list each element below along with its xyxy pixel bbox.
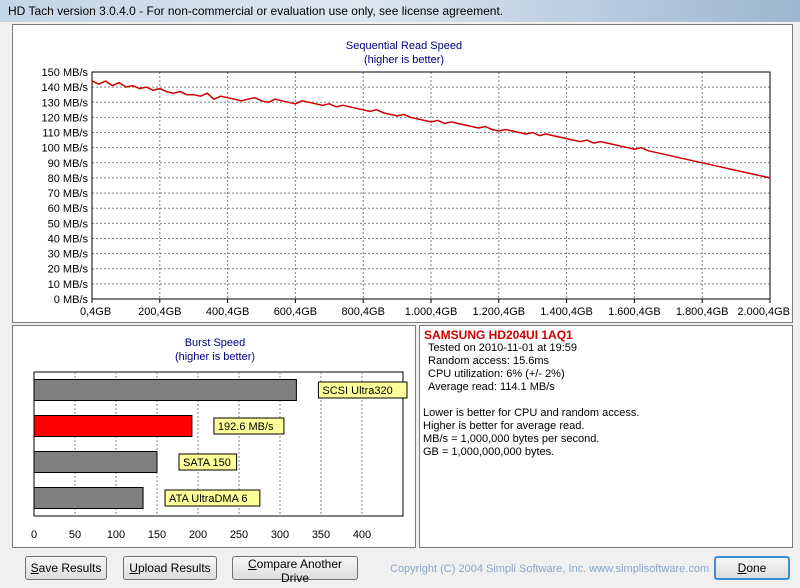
note-gb: GB = 1,000,000,000 bytes.: [423, 446, 555, 458]
done-label: one: [746, 561, 767, 575]
burst-label-text: 192.6 MB/s: [218, 421, 274, 433]
burst-speed-chart: Burst Speed (higher is better) SCSI Ultr…: [31, 337, 408, 541]
copyright-text: Copyright (C) 2004 Simpli Software, Inc.…: [390, 563, 710, 575]
burst-label-box: [164, 489, 261, 507]
note-average-read: Higher is better for average read.: [423, 420, 585, 432]
burst-x-tick-label: 200: [189, 529, 207, 541]
burst-speed-panel: Burst Speed (higher is better) SCSI Ultr…: [12, 325, 416, 548]
sequential-y-tick-label: 70 MB/s: [48, 188, 89, 200]
sequential-y-tick-label: 140 MB/s: [42, 82, 89, 94]
note-cpu: Lower is better for CPU and random acces…: [423, 407, 640, 419]
sequential-x-tick-label: 1.800,4GB: [676, 306, 729, 318]
sequential-chart-subtitle: (higher is better): [364, 54, 444, 66]
compare-label: ompare Another Drive: [256, 557, 343, 585]
upload-results-button[interactable]: Upload Results: [123, 556, 217, 580]
sequential-x-tick-label: 2.000,4GB: [737, 306, 790, 318]
drive-name: SAMSUNG HD204UI 1AQ1: [424, 328, 573, 342]
sequential-y-tick-label: 50 MB/s: [48, 218, 89, 230]
compare-another-drive-button[interactable]: Compare Another Drive: [232, 556, 358, 585]
test-date: Tested on 2010-11-01 at 19:59: [428, 342, 578, 354]
burst-label-box: [213, 417, 285, 435]
burst-x-tick-label: 250: [230, 529, 248, 541]
burst-chart-title: Burst Speed: [185, 337, 246, 349]
sequential-x-tick-label: 400,4GB: [206, 306, 249, 318]
window-title: HD Tach version 3.0.4.0 - For non-commer…: [8, 4, 504, 18]
burst-x-tick-label: 400: [353, 529, 371, 541]
done-accel: D: [737, 561, 747, 575]
burst-label-text: SCSI Ultra320: [322, 385, 392, 397]
sequential-x-tick-label: 1.600,4GB: [608, 306, 661, 318]
burst-bar: [33, 379, 297, 401]
sequential-y-tick-label: 130 MB/s: [42, 97, 89, 109]
sequential-plot-frame: [91, 71, 771, 300]
burst-label-box: [317, 381, 408, 399]
sequential-chart-title: Sequential Read Speed: [346, 40, 462, 52]
sequential-x-tick-label: 0,4GB: [80, 306, 111, 318]
burst-bar-label: SCSI Ultra320: [317, 381, 408, 399]
burst-bar-label: 192.6 MB/s: [213, 417, 285, 435]
burst-x-tick-label: 150: [148, 529, 166, 541]
save-results-button[interactable]: Save Results: [25, 556, 107, 580]
average-read: Average read: 114.1 MB/s: [428, 381, 555, 393]
sequential-read-series-line: [91, 80, 771, 179]
burst-x-tick-label: 50: [69, 529, 81, 541]
done-button[interactable]: Done: [714, 556, 790, 580]
drive-info-panel: SAMSUNG HD204UI 1AQ1 Tested on 2010-11-0…: [419, 325, 793, 548]
sequential-y-tick-label: 40 MB/s: [48, 233, 89, 245]
title-bar: HD Tach version 3.0.4.0 - For non-commer…: [0, 0, 800, 22]
burst-x-tick-label: 100: [107, 529, 125, 541]
sequential-y-tick-label: 100 MB/s: [42, 143, 89, 155]
burst-x-tick-label: 0: [31, 529, 37, 541]
burst-bar: [33, 451, 158, 473]
sequential-x-tick-label: 1.400,4GB: [540, 306, 593, 318]
upload-results-label: pload Results: [137, 561, 211, 575]
burst-bar: [33, 487, 144, 509]
sequential-x-tick-label: 800,4GB: [341, 306, 384, 318]
burst-x-tick-label: 300: [271, 529, 289, 541]
burst-bar-label: SATA 150: [178, 453, 238, 471]
sequential-y-tick-label: 20 MB/s: [48, 264, 89, 276]
sequential-y-tick-label: 90 MB/s: [48, 158, 89, 170]
sequential-y-tick-label: 60 MB/s: [48, 203, 89, 215]
save-results-accel: S: [30, 561, 39, 575]
sequential-y-tick-label: 120 MB/s: [42, 112, 89, 124]
burst-plot-frame: [33, 371, 404, 517]
sequential-read-panel: Sequential Read Speed (higher is better)…: [12, 24, 793, 323]
sequential-x-tick-label: 1.200,4GB: [473, 306, 526, 318]
save-results-label: ave Results: [38, 561, 102, 575]
upload-results-accel: U: [129, 561, 138, 575]
sequential-x-tick-label: 600,4GB: [274, 306, 317, 318]
burst-label-box: [178, 453, 238, 471]
sequential-x-tick-label: 200,4GB: [138, 306, 181, 318]
sequential-x-tick-label: 1.000,4GB: [405, 306, 458, 318]
compare-accel: C: [247, 557, 257, 571]
cpu-utilization: CPU utilization: 6% (+/- 2%): [428, 368, 565, 380]
burst-bar-label: ATA UltraDMA 6: [164, 489, 261, 507]
burst-bar: [33, 415, 193, 437]
sequential-read-chart: Sequential Read Speed (higher is better)…: [42, 40, 790, 318]
sequential-y-tick-label: 150 MB/s: [42, 67, 89, 79]
note-mbs: MB/s = 1,000,000 bytes per second.: [423, 433, 600, 445]
burst-label-text: SATA 150: [183, 457, 231, 469]
random-access: Random access: 15.6ms: [428, 355, 550, 367]
sequential-y-tick-label: 0 MB/s: [54, 294, 89, 306]
sequential-y-tick-label: 110 MB/s: [42, 128, 88, 140]
sequential-y-tick-label: 80 MB/s: [48, 173, 89, 185]
burst-label-text: ATA UltraDMA 6: [169, 493, 247, 505]
burst-chart-subtitle: (higher is better): [175, 351, 255, 363]
burst-x-tick-label: 350: [312, 529, 330, 541]
sequential-y-tick-label: 10 MB/s: [48, 279, 89, 291]
sequential-y-tick-label: 30 MB/s: [48, 249, 89, 261]
